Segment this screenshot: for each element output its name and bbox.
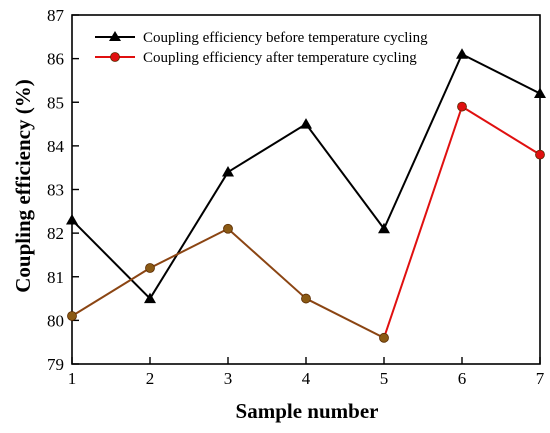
series-after-segment <box>149 227 229 269</box>
series-before-segment <box>383 53 463 230</box>
series-after-point <box>67 311 77 321</box>
x-tick-label: 2 <box>146 369 155 388</box>
y-tick-label: 79 <box>47 355 64 374</box>
series-before-segment <box>149 171 229 300</box>
series-after-point <box>145 263 155 273</box>
y-axis: 79 80 81 82 83 84 85 86 87 <box>47 6 79 374</box>
series-before-point <box>456 48 468 59</box>
y-tick-label: 82 <box>47 224 64 243</box>
series-layer <box>66 48 546 343</box>
y-tick-label: 80 <box>47 311 64 330</box>
y-tick-label: 87 <box>47 6 65 25</box>
plot-border <box>71 14 541 365</box>
plot-frame <box>71 14 541 365</box>
y-tick-label: 85 <box>47 93 64 112</box>
y-tick-label: 86 <box>47 50 64 69</box>
series-after-segment <box>305 297 385 339</box>
legend-after-marker <box>110 52 120 62</box>
x-tick-label: 6 <box>458 369 467 388</box>
series-before-segment <box>71 219 151 300</box>
x-axis: 1 2 3 4 5 6 7 <box>68 357 545 388</box>
x-tick-label: 4 <box>302 369 311 388</box>
legend-before-marker <box>109 31 121 41</box>
y-axis-title: Coupling efficiency (%) <box>11 79 35 292</box>
legend: Coupling efficiency before temperature c… <box>95 30 428 66</box>
series-after-point <box>379 332 389 343</box>
series-after-segment <box>383 106 463 339</box>
series-after-segment <box>461 105 541 156</box>
x-tick-label: 7 <box>536 369 545 388</box>
series-after-point <box>457 101 467 112</box>
x-tick-label: 5 <box>380 369 389 388</box>
x-tick-label: 3 <box>224 369 233 388</box>
series-before-segment <box>461 53 541 95</box>
series-before-point <box>66 214 78 225</box>
series-before-point <box>222 166 234 177</box>
series-after-segment <box>71 267 151 317</box>
series-after-segment <box>227 228 307 300</box>
y-tick-label: 83 <box>47 181 64 200</box>
series-before-point <box>378 222 390 234</box>
series-before-segment <box>305 123 385 230</box>
series-before-segment <box>227 123 307 173</box>
series-after-point <box>535 149 545 160</box>
legend-before-label: Coupling efficiency before temperature c… <box>143 30 428 46</box>
legend-after-label: Coupling efficiency after temperature cy… <box>143 50 417 66</box>
x-axis-title: Sample number <box>236 399 379 423</box>
series-after-point <box>223 223 233 234</box>
y-tick-label: 81 <box>47 268 64 287</box>
series-before-point <box>144 292 156 304</box>
x-tick-label: 1 <box>68 369 77 388</box>
series-before-point <box>534 87 546 99</box>
series-after-point <box>301 293 311 304</box>
y-tick-label: 84 <box>47 137 65 156</box>
series-before-point <box>300 118 312 129</box>
